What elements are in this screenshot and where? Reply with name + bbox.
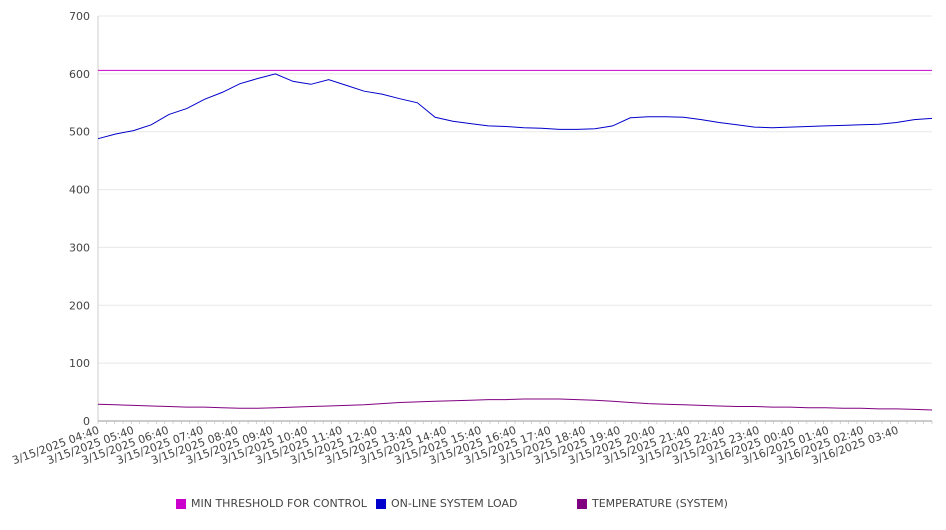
legend-label: TEMPERATURE (SYSTEM) bbox=[592, 497, 728, 510]
series-line bbox=[97, 73, 933, 140]
x-tick-labels: 3/15/2025 04:403/15/2025 05:403/15/2025 … bbox=[10, 424, 900, 468]
y-tick-label: 300 bbox=[69, 241, 90, 254]
legend-item[interactable]: TEMPERATURE (SYSTEM) bbox=[577, 497, 728, 510]
legend-label: MIN THRESHOLD FOR CONTROL bbox=[191, 497, 367, 510]
legend: MIN THRESHOLD FOR CONTROL ON-LINE SYSTEM … bbox=[0, 497, 946, 517]
series-line bbox=[97, 398, 933, 411]
y-tick-label: 500 bbox=[69, 126, 90, 139]
axes bbox=[97, 16, 933, 424]
legend-item[interactable]: ON-LINE SYSTEM LOAD bbox=[376, 497, 517, 510]
y-tick-label: 100 bbox=[69, 357, 90, 370]
y-tick-label: 0 bbox=[83, 415, 90, 428]
legend-swatch bbox=[176, 498, 186, 509]
series-lines bbox=[97, 69, 933, 411]
legend-label: ON-LINE SYSTEM LOAD bbox=[391, 497, 518, 510]
legend-swatch bbox=[577, 498, 587, 509]
gridlines bbox=[98, 15, 932, 364]
y-tick-label: 200 bbox=[69, 299, 90, 312]
y-tick-label: 400 bbox=[69, 184, 90, 197]
legend-swatch bbox=[376, 498, 386, 509]
legend-item[interactable]: MIN THRESHOLD FOR CONTROL bbox=[176, 497, 367, 510]
y-tick-labels: 0 100 200 300 400 500 600 700 bbox=[69, 10, 90, 428]
y-tick-label: 700 bbox=[69, 10, 90, 23]
y-tick-label: 600 bbox=[69, 68, 90, 81]
